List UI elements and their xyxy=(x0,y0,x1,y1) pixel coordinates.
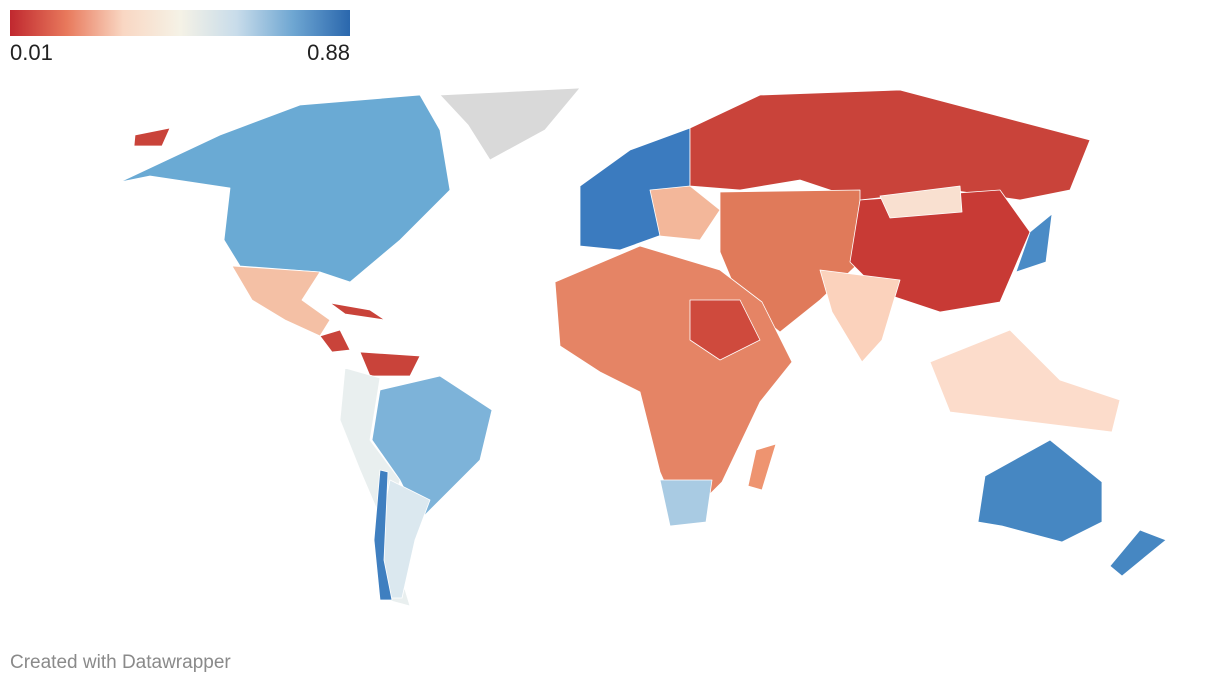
russia xyxy=(689,89,1091,201)
eastern-europe xyxy=(649,185,721,241)
central-america xyxy=(319,329,351,353)
venezuela xyxy=(359,351,421,377)
mongolia xyxy=(879,185,963,219)
brazil xyxy=(371,375,493,521)
mexico xyxy=(231,265,331,337)
greenland xyxy=(439,87,581,161)
new-zealand xyxy=(1109,529,1167,577)
southern-africa xyxy=(659,479,713,527)
chile xyxy=(373,469,393,601)
footer: Created with Datawrapper xyxy=(10,652,231,673)
east-africa xyxy=(689,299,761,361)
legend-min: 0.01 xyxy=(10,40,53,65)
southeast-asia xyxy=(929,329,1121,433)
legend-gradient xyxy=(10,10,350,36)
north-america xyxy=(119,94,451,283)
india xyxy=(819,269,901,363)
countries xyxy=(119,87,1167,607)
alaska-islands xyxy=(133,127,171,147)
legend-max: 0.88 xyxy=(307,40,350,65)
madagascar xyxy=(747,443,777,491)
cuba xyxy=(329,302,386,321)
australia xyxy=(977,439,1103,543)
japan xyxy=(1015,213,1053,273)
